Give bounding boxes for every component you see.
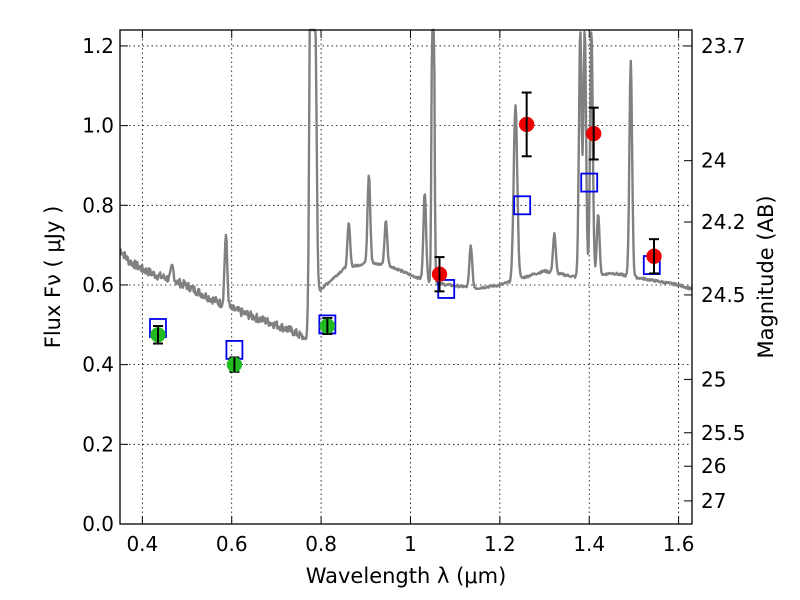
y2-tick-label: 27 bbox=[701, 489, 726, 513]
y-tick-label: 0.6 bbox=[82, 273, 114, 297]
y-tick-label: 0.2 bbox=[82, 432, 114, 456]
y2-tick-label: 24.2 bbox=[701, 210, 746, 234]
plot-frame bbox=[119, 29, 693, 525]
y-tick-label: 0.4 bbox=[82, 353, 114, 377]
x-tick-label: 1.4 bbox=[573, 532, 605, 556]
x-tick-label: 0.8 bbox=[305, 532, 337, 556]
x-axis-label: Wavelength λ (μm) bbox=[306, 564, 507, 588]
photometry-layer bbox=[149, 91, 662, 373]
y2-tick-label: 24.5 bbox=[701, 283, 746, 307]
model-photometry-square bbox=[437, 279, 456, 299]
x-tick-label: 0.4 bbox=[126, 532, 158, 556]
y-tick-label: 0.0 bbox=[82, 512, 114, 536]
y2-tick-label: 24 bbox=[701, 149, 726, 173]
x-tick-label: 1.6 bbox=[663, 532, 695, 556]
y2-axis-label: Magnitude (AB) bbox=[754, 195, 778, 358]
x-tick-label: 1 bbox=[404, 532, 417, 556]
y-axis-label: Flux Fν ( μJy ) bbox=[41, 206, 65, 349]
x-tick-label: 1.2 bbox=[484, 532, 516, 556]
model-spectrum-line bbox=[119, 28, 693, 341]
tick-layer: 0.4 0.6 0.8 1 1.2 1.4 1.6 0.0 0.2 0.4 0.6 0.8 1.0 1.2… bbox=[82, 30, 746, 556]
model-photometry-square bbox=[513, 195, 532, 216]
y2-tick-label: 25.5 bbox=[701, 421, 746, 445]
model-photometry-square bbox=[580, 172, 599, 193]
y2-tick-label: 25 bbox=[701, 367, 726, 391]
model-spectrum-layer bbox=[119, 28, 693, 341]
y2-tick-label: 23.7 bbox=[701, 34, 746, 58]
y-tick-label: 1.2 bbox=[82, 34, 114, 58]
y-tick-label: 0.8 bbox=[82, 193, 114, 217]
y2-tick-label: 26 bbox=[701, 454, 726, 478]
y-tick-label: 1.0 bbox=[82, 114, 114, 138]
x-tick-label: 0.6 bbox=[216, 532, 248, 556]
